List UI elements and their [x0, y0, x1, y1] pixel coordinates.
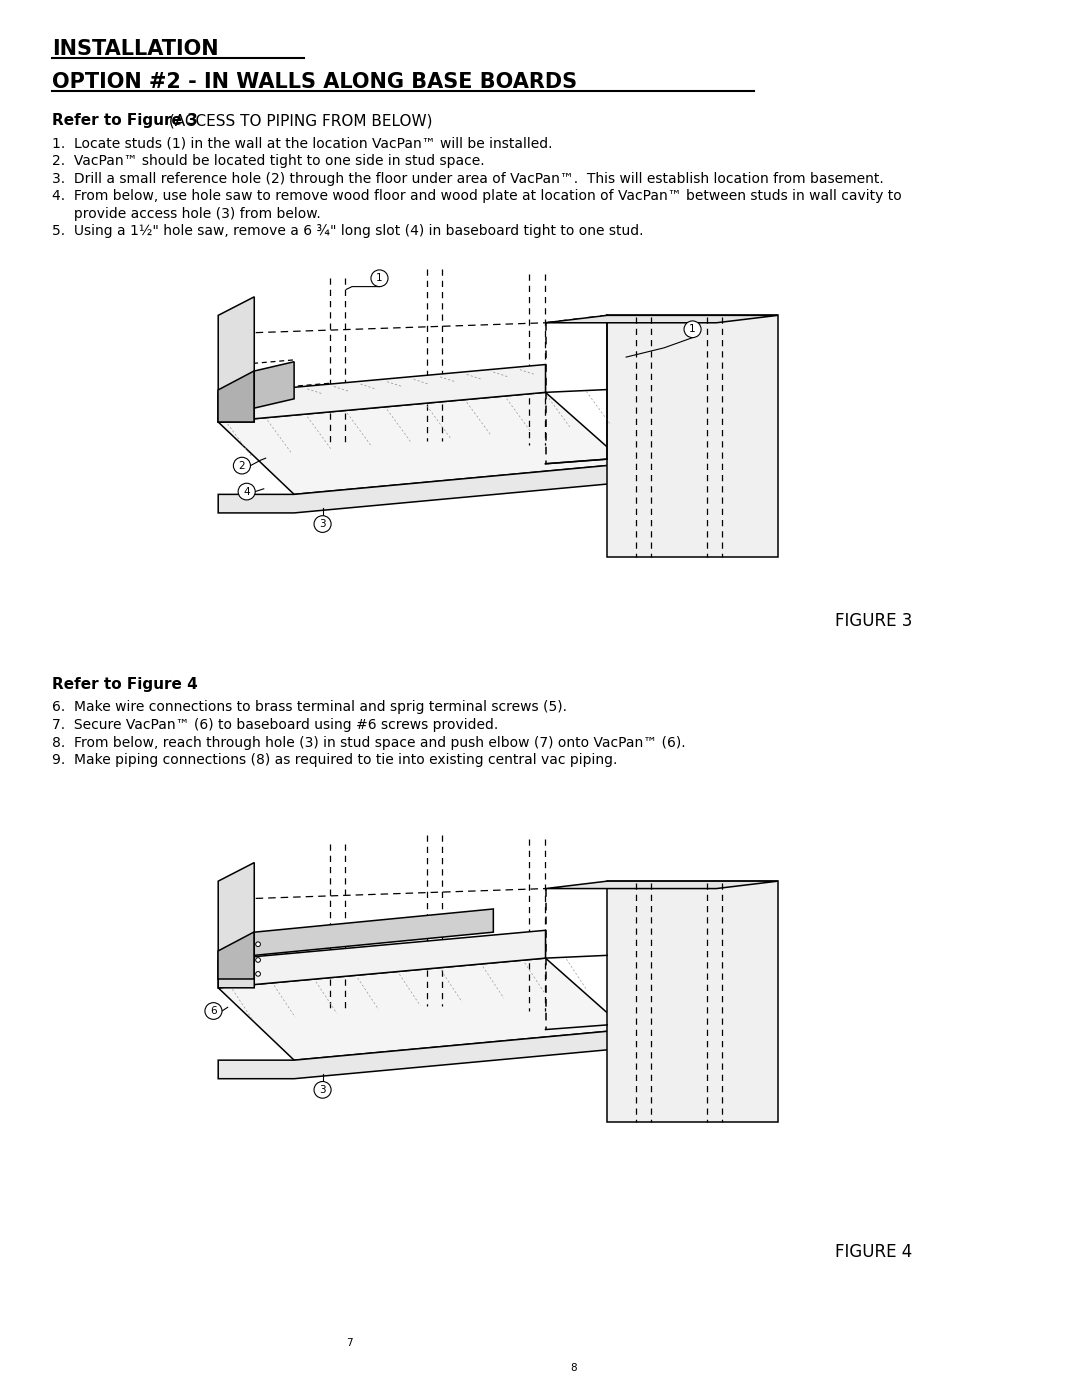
Circle shape [256, 958, 260, 963]
Text: 2: 2 [239, 461, 245, 471]
Text: Refer to Figure 4: Refer to Figure 4 [52, 678, 198, 692]
Text: 2.  VacPan™ should be located tight to one side in stud space.: 2. VacPan™ should be located tight to on… [52, 154, 485, 168]
Circle shape [370, 270, 388, 286]
Text: provide access hole (3) from below.: provide access hole (3) from below. [52, 207, 321, 221]
Text: 8.  From below, reach through hole (3) in stud space and push elbow (7) onto Vac: 8. From below, reach through hole (3) in… [52, 736, 686, 750]
Text: 4.  From below, use hole saw to remove wood floor and wood plate at location of : 4. From below, use hole saw to remove wo… [52, 189, 902, 203]
Polygon shape [218, 393, 626, 495]
Polygon shape [545, 882, 778, 888]
Polygon shape [218, 958, 626, 1060]
Circle shape [340, 1334, 357, 1351]
Text: 4: 4 [243, 486, 249, 496]
Polygon shape [607, 882, 778, 1122]
Text: 1: 1 [376, 274, 382, 284]
Text: 9.  Make piping connections (8) as required to tie into existing central vac pip: 9. Make piping connections (8) as requir… [52, 753, 618, 767]
Polygon shape [254, 909, 494, 956]
Circle shape [233, 457, 251, 474]
Text: FIGURE 3: FIGURE 3 [835, 612, 913, 630]
Polygon shape [254, 362, 294, 408]
Text: Refer to Figure 3: Refer to Figure 3 [52, 113, 198, 129]
Polygon shape [218, 296, 254, 422]
Text: 6: 6 [211, 1006, 217, 1016]
Text: FIGURE 4: FIGURE 4 [835, 1243, 913, 1261]
Text: INSTALLATION: INSTALLATION [52, 39, 219, 59]
Text: 3: 3 [320, 1085, 326, 1095]
Circle shape [684, 321, 701, 338]
Text: OPTION #2 - IN WALLS ALONG BASE BOARDS: OPTION #2 - IN WALLS ALONG BASE BOARDS [52, 73, 578, 92]
Circle shape [314, 515, 332, 532]
Polygon shape [218, 365, 545, 422]
Circle shape [566, 1359, 582, 1376]
Circle shape [238, 483, 255, 500]
Circle shape [256, 942, 260, 947]
Polygon shape [218, 932, 254, 978]
Polygon shape [218, 464, 626, 513]
Text: 6.  Make wire connections to brass terminal and sprig terminal screws (5).: 6. Make wire connections to brass termin… [52, 700, 567, 714]
Polygon shape [436, 1380, 559, 1397]
Text: 1: 1 [689, 324, 696, 334]
Circle shape [205, 1003, 222, 1020]
Polygon shape [218, 930, 545, 988]
Text: 7.  Secure VacPan™ (6) to baseboard using #6 screws provided.: 7. Secure VacPan™ (6) to baseboard using… [52, 718, 499, 732]
Text: 1.  Locate studs (1) in the wall at the location VacPan™ will be installed.: 1. Locate studs (1) in the wall at the l… [52, 137, 553, 151]
Text: 5.  Using a 1½" hole saw, remove a 6 ¾" long slot (4) in baseboard tight to one : 5. Using a 1½" hole saw, remove a 6 ¾" l… [52, 225, 644, 239]
Circle shape [314, 1081, 332, 1098]
Text: 3.  Drill a small reference hole (2) through the floor under area of VacPan™.  T: 3. Drill a small reference hole (2) thro… [52, 172, 883, 186]
Polygon shape [218, 1030, 626, 1078]
Text: 8: 8 [570, 1363, 578, 1373]
Circle shape [256, 971, 260, 977]
Text: (ACCESS TO PIPING FROM BELOW): (ACCESS TO PIPING FROM BELOW) [164, 113, 433, 129]
Text: 3: 3 [320, 520, 326, 529]
Polygon shape [218, 862, 254, 988]
Polygon shape [218, 372, 254, 422]
Text: 7: 7 [346, 1338, 352, 1348]
Polygon shape [607, 316, 778, 556]
Polygon shape [545, 316, 778, 323]
